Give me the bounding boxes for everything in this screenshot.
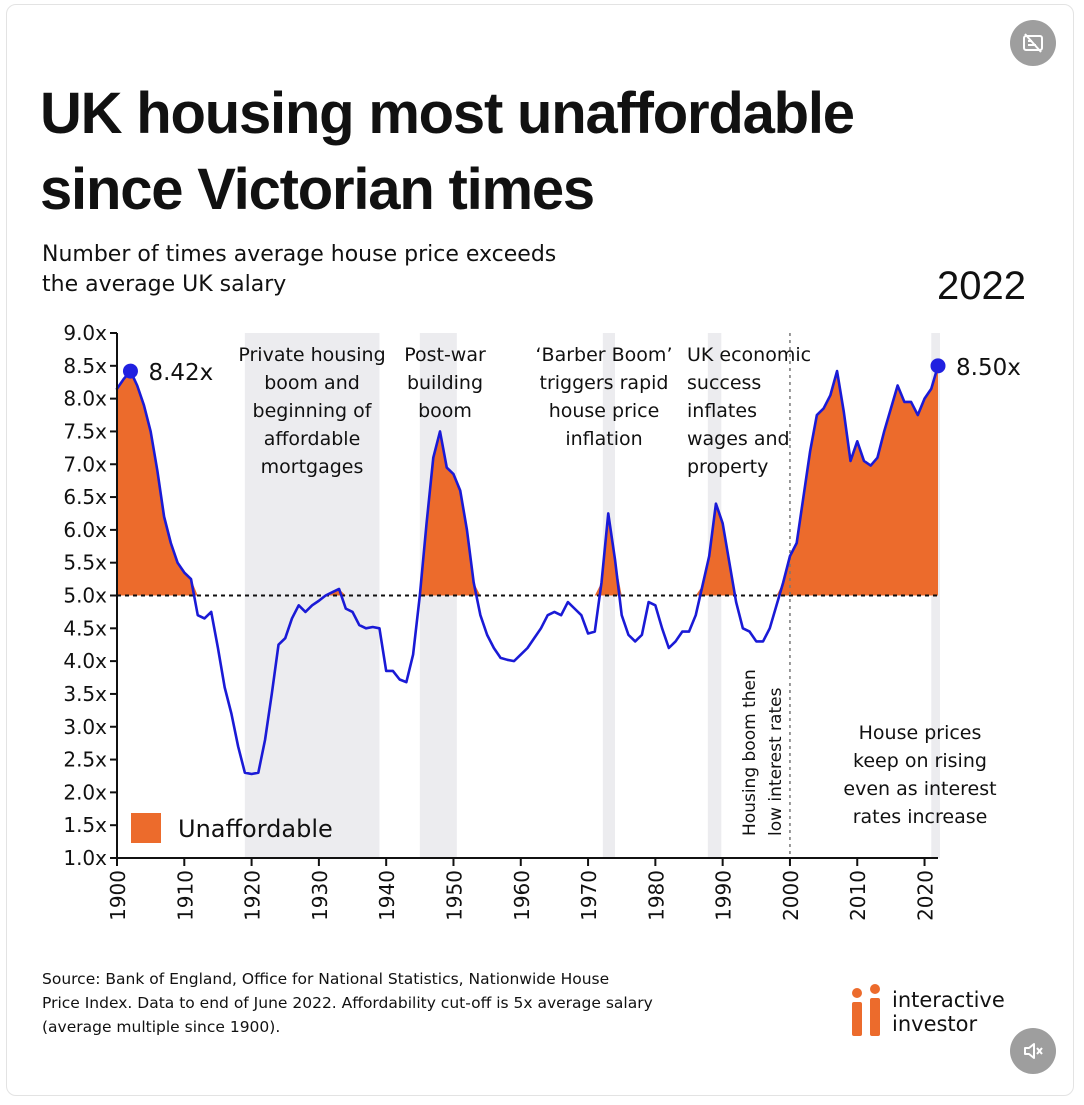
logo-text-line-1: interactive <box>892 988 1005 1012</box>
annotation-text: House prices <box>859 722 982 744</box>
y-tick-label: 3.5x <box>63 682 107 706</box>
card-frame <box>6 4 1074 1096</box>
y-tick-label: 3.0x <box>63 715 107 739</box>
annotation-text: ‘Barber Boom’ <box>536 344 673 366</box>
data-marker <box>930 358 946 374</box>
annotation-text: mortgages <box>261 456 364 478</box>
year-label: 2022 <box>937 264 1026 308</box>
annotation-text: inflation <box>565 428 642 450</box>
annotation-text: affordable <box>264 428 361 450</box>
y-tick-label: 4.0x <box>63 649 107 673</box>
y-tick-label: 6.0x <box>63 518 107 542</box>
y-tick-label: 7.0x <box>63 452 107 476</box>
x-tick-label: 2010 <box>846 870 870 921</box>
x-tick-label: 1910 <box>173 870 197 921</box>
x-tick-label: 1980 <box>644 870 668 921</box>
x-tick-label: 1930 <box>308 870 332 921</box>
data-marker <box>122 363 138 379</box>
annotation-text: even as interest <box>843 778 996 800</box>
x-tick-label: 2020 <box>914 870 938 921</box>
annotation-text: house price <box>549 400 660 422</box>
x-tick-label: 1940 <box>375 870 399 921</box>
chart-subtitle: Number of times average house price exce… <box>42 240 682 300</box>
y-tick-label: 5.5x <box>63 551 107 575</box>
y-tick-label: 1.5x <box>63 813 107 837</box>
source-line-1: Source: Bank of England, Office for Nati… <box>42 970 610 988</box>
annotation-text: boom and <box>264 372 360 394</box>
annotation-text: Private housing <box>238 344 385 366</box>
x-tick-label: 1960 <box>510 870 534 921</box>
title-line-1: UK housing most unaffordable <box>40 81 855 146</box>
legend-label: Unaffordable <box>178 815 333 843</box>
annotation-text: triggers rapid <box>540 372 669 394</box>
annotation-text: property <box>687 456 768 478</box>
annotation-text: wages and <box>687 428 790 450</box>
y-tick-label: 8.5x <box>63 354 107 378</box>
x-tick-label: 1920 <box>241 870 265 921</box>
annotation-text: success <box>687 372 761 394</box>
x-tick-label: 1900 <box>106 870 130 921</box>
mute-icon <box>1024 1043 1043 1059</box>
y-tick-label: 5.0x <box>63 584 107 608</box>
y-tick-label: 9.0x <box>63 321 107 345</box>
source-line-3: (average multiple since 1900). <box>42 1018 281 1036</box>
x-tick-label: 1970 <box>577 870 601 921</box>
y-tick-label: 7.5x <box>63 419 107 443</box>
marker-label: 8.42x <box>148 360 213 386</box>
annotation-text: boom <box>418 400 472 422</box>
y-tick-label: 2.5x <box>63 748 107 772</box>
marker-label: 8.50x <box>956 355 1021 381</box>
title-line-2: since Victorian times <box>40 157 595 222</box>
x-tick-label: 1990 <box>712 870 736 921</box>
annotation-text: low interest rates <box>766 687 786 836</box>
source-note: Source: Bank of England, Office for Nati… <box>42 967 802 1039</box>
annotation-text: keep on rising <box>853 750 987 772</box>
annotation-text: inflates <box>687 400 757 422</box>
y-tick-label: 4.5x <box>63 616 107 640</box>
caption-off-icon <box>1023 33 1043 53</box>
x-tick-label: 1950 <box>442 870 466 921</box>
caption-toggle-button[interactable] <box>1010 20 1056 66</box>
y-tick-label: 1.0x <box>63 846 107 870</box>
annotation-text: building <box>407 372 483 394</box>
series-line <box>115 364 940 776</box>
annotation-text: UK economic <box>687 344 811 366</box>
x-tick-label: 2000 <box>779 870 803 921</box>
subtitle-line-1: Number of times average house price exce… <box>42 242 557 267</box>
y-tick-label: 8.0x <box>63 387 107 411</box>
annotation-text: beginning of <box>253 400 373 422</box>
subtitle-line-2: the average UK salary <box>42 272 287 297</box>
source-line-2: Price Index. Data to end of June 2022. A… <box>42 994 653 1012</box>
unaffordable-area <box>117 365 938 596</box>
mute-button[interactable] <box>1010 1028 1056 1074</box>
interactive-investor-logo: interactive investor <box>850 984 1040 1040</box>
legend-swatch <box>131 813 161 843</box>
logo-text-line-2: investor <box>892 1012 978 1036</box>
chart-title: UK housing most unaffordable since Victo… <box>40 76 1050 228</box>
y-tick-label: 6.5x <box>63 485 107 509</box>
logo-mark-icon <box>852 984 880 1036</box>
annotation-text: rates increase <box>853 806 988 828</box>
annotation-text: Post-war <box>404 344 486 366</box>
y-tick-label: 2.0x <box>63 780 107 804</box>
annotation-text: Housing boom then <box>740 669 760 836</box>
